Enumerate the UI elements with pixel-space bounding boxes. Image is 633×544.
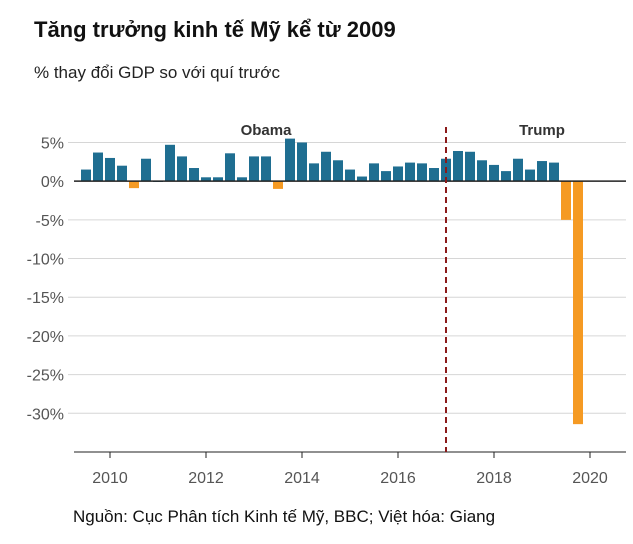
grid-lines [68, 141, 626, 414]
bar [249, 156, 259, 182]
x-tick-label: 2016 [380, 470, 416, 487]
bar [573, 181, 583, 425]
bar [285, 138, 295, 182]
bar [381, 171, 391, 182]
source-note: Nguồn: Cục Phân tích Kinh tế Mỹ, BBC; Vi… [73, 507, 496, 526]
bar [213, 177, 223, 182]
bar [309, 163, 319, 182]
bar [237, 177, 247, 182]
chart-subtitle: % thay đổi GDP so với quí trước [34, 63, 280, 82]
bar [321, 151, 331, 182]
y-tick-label: -10% [27, 252, 64, 269]
bar [393, 166, 403, 182]
bar [225, 153, 235, 182]
y-tick-label: -30% [27, 406, 64, 423]
y-tick-label: -20% [27, 329, 64, 346]
bar [141, 158, 151, 182]
bar [465, 151, 475, 182]
bar [549, 162, 559, 182]
bar [405, 162, 415, 182]
x-tick-label: 2014 [284, 470, 320, 487]
bar [417, 163, 427, 182]
bar [561, 181, 571, 220]
bar [81, 169, 91, 182]
bar [357, 176, 367, 182]
bar [93, 152, 103, 182]
bar [297, 142, 307, 182]
bar [489, 164, 499, 182]
x-tick-label: 2012 [188, 470, 224, 487]
bar [261, 156, 271, 182]
bar [429, 168, 439, 182]
bar [477, 160, 487, 182]
x-tick-label: 2018 [476, 470, 512, 487]
y-tick-label: 0% [41, 174, 64, 191]
bar [369, 163, 379, 182]
bar [105, 157, 115, 182]
bar [513, 158, 523, 182]
y-tick-label: 5% [41, 135, 64, 152]
y-tick-label: -25% [27, 368, 64, 385]
bar [501, 171, 511, 182]
bar [177, 156, 187, 182]
y-tick-label: -15% [27, 290, 64, 307]
bar [525, 169, 535, 182]
bar [165, 144, 175, 182]
y-axis-labels: 5% 0% -5% -10% -15% -20% -25% -30% [27, 135, 64, 423]
bar [129, 181, 139, 189]
bar [273, 181, 283, 189]
era-label: Trump [519, 122, 565, 139]
era-label: Obama [241, 122, 293, 139]
bar [453, 150, 463, 182]
chart-title: Tăng trưởng kinh tế Mỹ kể từ 2009 [34, 17, 396, 42]
y-tick-label: -5% [36, 213, 64, 230]
bar [333, 160, 343, 182]
bar [117, 165, 127, 182]
x-axis-labels: 2010 2012 2014 2016 2018 2020 [92, 452, 608, 487]
bar [201, 177, 211, 182]
era-labels: Obama Trump [241, 122, 565, 139]
bar [345, 169, 355, 182]
x-tick-label: 2010 [92, 470, 128, 487]
x-tick-label: 2020 [572, 470, 608, 487]
bar [189, 168, 199, 182]
bar [537, 161, 547, 182]
